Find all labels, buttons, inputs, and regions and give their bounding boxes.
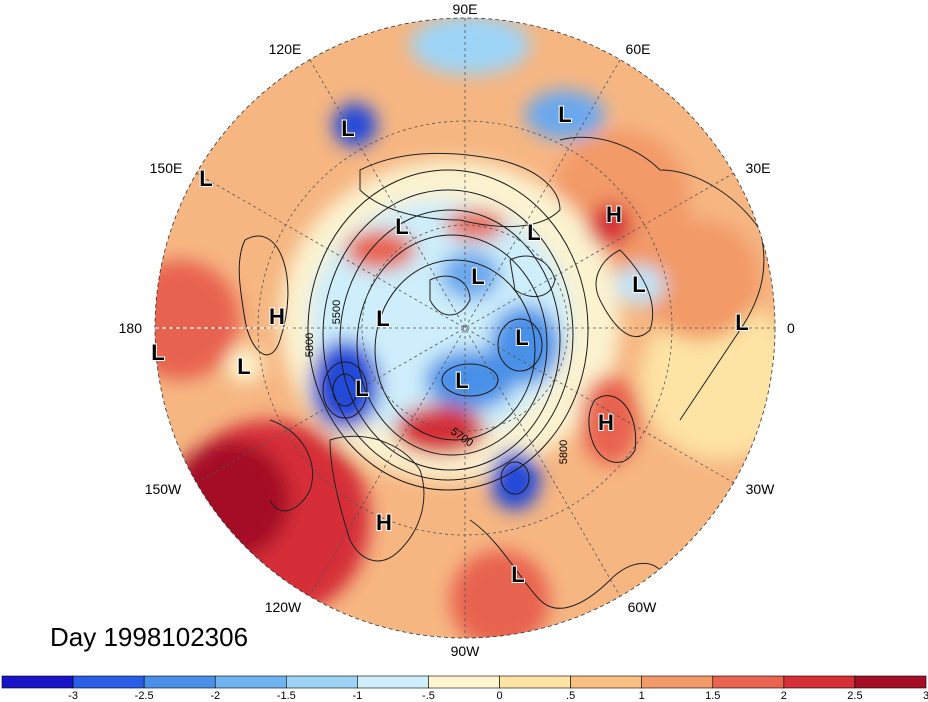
low-center-marker: L <box>735 310 748 335</box>
high-center-marker: H <box>376 510 392 535</box>
colorbar-tick-label: -2.5 <box>135 690 154 702</box>
high-center-marker: H <box>269 304 285 329</box>
low-center-marker: L <box>558 102 571 127</box>
low-center-marker: L <box>455 368 468 393</box>
low-center-marker: L <box>151 340 164 365</box>
colorbar-swatch <box>854 675 927 689</box>
lon-label-0: 0 <box>787 320 795 336</box>
colorbar-tick-label: -.5 <box>422 690 435 702</box>
low-center-marker: L <box>527 220 540 245</box>
lon-label-120w: 120W <box>265 599 302 615</box>
lon-label-150e: 150E <box>150 160 183 176</box>
colorbar-tick-label: 1 <box>639 690 645 702</box>
colorbar-swatch <box>357 675 429 689</box>
lon-label-60e: 60E <box>626 41 651 57</box>
colorbar-swatch <box>214 675 287 689</box>
colorbar-tick-label: 2 <box>781 690 787 702</box>
lon-label-150w: 150W <box>145 481 182 497</box>
lon-label-90e: 90E <box>453 1 478 17</box>
graticule <box>155 18 775 638</box>
low-center-marker: L <box>341 116 354 141</box>
colorbar-tick-label: -1 <box>352 690 362 702</box>
lon-label-30e: 30E <box>746 160 771 176</box>
high-center-marker: H <box>598 410 614 435</box>
colorbar-tick-label: 0 <box>496 690 502 702</box>
lon-label-180: 180 <box>119 320 143 336</box>
pressure-centers: L L L L L L L L L L L L L L L H H H H <box>150 101 749 588</box>
low-center-marker: L <box>632 272 645 297</box>
high-center-marker: H <box>606 202 622 227</box>
colorbar-swatch <box>499 675 571 689</box>
colorbar-tick-label: .5 <box>566 690 575 702</box>
low-center-marker: L <box>355 376 368 401</box>
colorbar-swatch <box>143 675 216 689</box>
colorbar-swatch <box>286 675 358 689</box>
colorbar-tick-label: 2.5 <box>847 690 862 702</box>
low-center-marker: L <box>511 562 524 587</box>
colorbar-swatch <box>712 675 785 689</box>
colorbar-swatch <box>641 675 714 689</box>
colorbar-tick-label: 1.5 <box>705 690 720 702</box>
colorbar: -3 -2.5 -2 -1.5 -1 -.5 0 .5 1 1.5 2 2.5 3 <box>1 675 928 702</box>
lon-label-60w: 60W <box>628 599 658 615</box>
contour-label: 5800 <box>304 333 316 357</box>
lon-label-30w: 30W <box>746 481 776 497</box>
lon-label-90w: 90W <box>451 643 481 659</box>
colorbar-swatch <box>428 675 500 689</box>
low-center-marker: L <box>237 354 250 379</box>
contour-label: 5800 <box>558 440 570 464</box>
map-title: Day 1998102306 <box>50 622 248 652</box>
colorbar-tick-label: 3 <box>923 690 928 702</box>
low-center-marker: L <box>515 325 528 350</box>
height-contours <box>238 169 637 495</box>
colorbar-tick-label: -2 <box>210 690 220 702</box>
colorbar-swatch <box>783 675 856 689</box>
colorbar-tick-label: -1.5 <box>277 690 296 702</box>
longitude-labels: 90E 60E 30E 0 30W 60W 90W 120W 150W 180 … <box>119 1 795 659</box>
polar-map <box>155 18 775 638</box>
colorbar-swatch <box>570 675 642 689</box>
colorbar-swatch <box>72 675 145 689</box>
colorbar-tick-label: -3 <box>68 690 78 702</box>
low-center-marker: L <box>376 306 389 331</box>
low-center-marker: L <box>471 264 484 289</box>
low-center-marker: L <box>395 214 408 239</box>
lon-label-120e: 120E <box>269 41 302 57</box>
colorbar-swatch <box>1 675 74 689</box>
anomaly-shading <box>155 18 775 638</box>
contour-label: 5500 <box>331 300 343 324</box>
low-center-marker: L <box>199 166 212 191</box>
